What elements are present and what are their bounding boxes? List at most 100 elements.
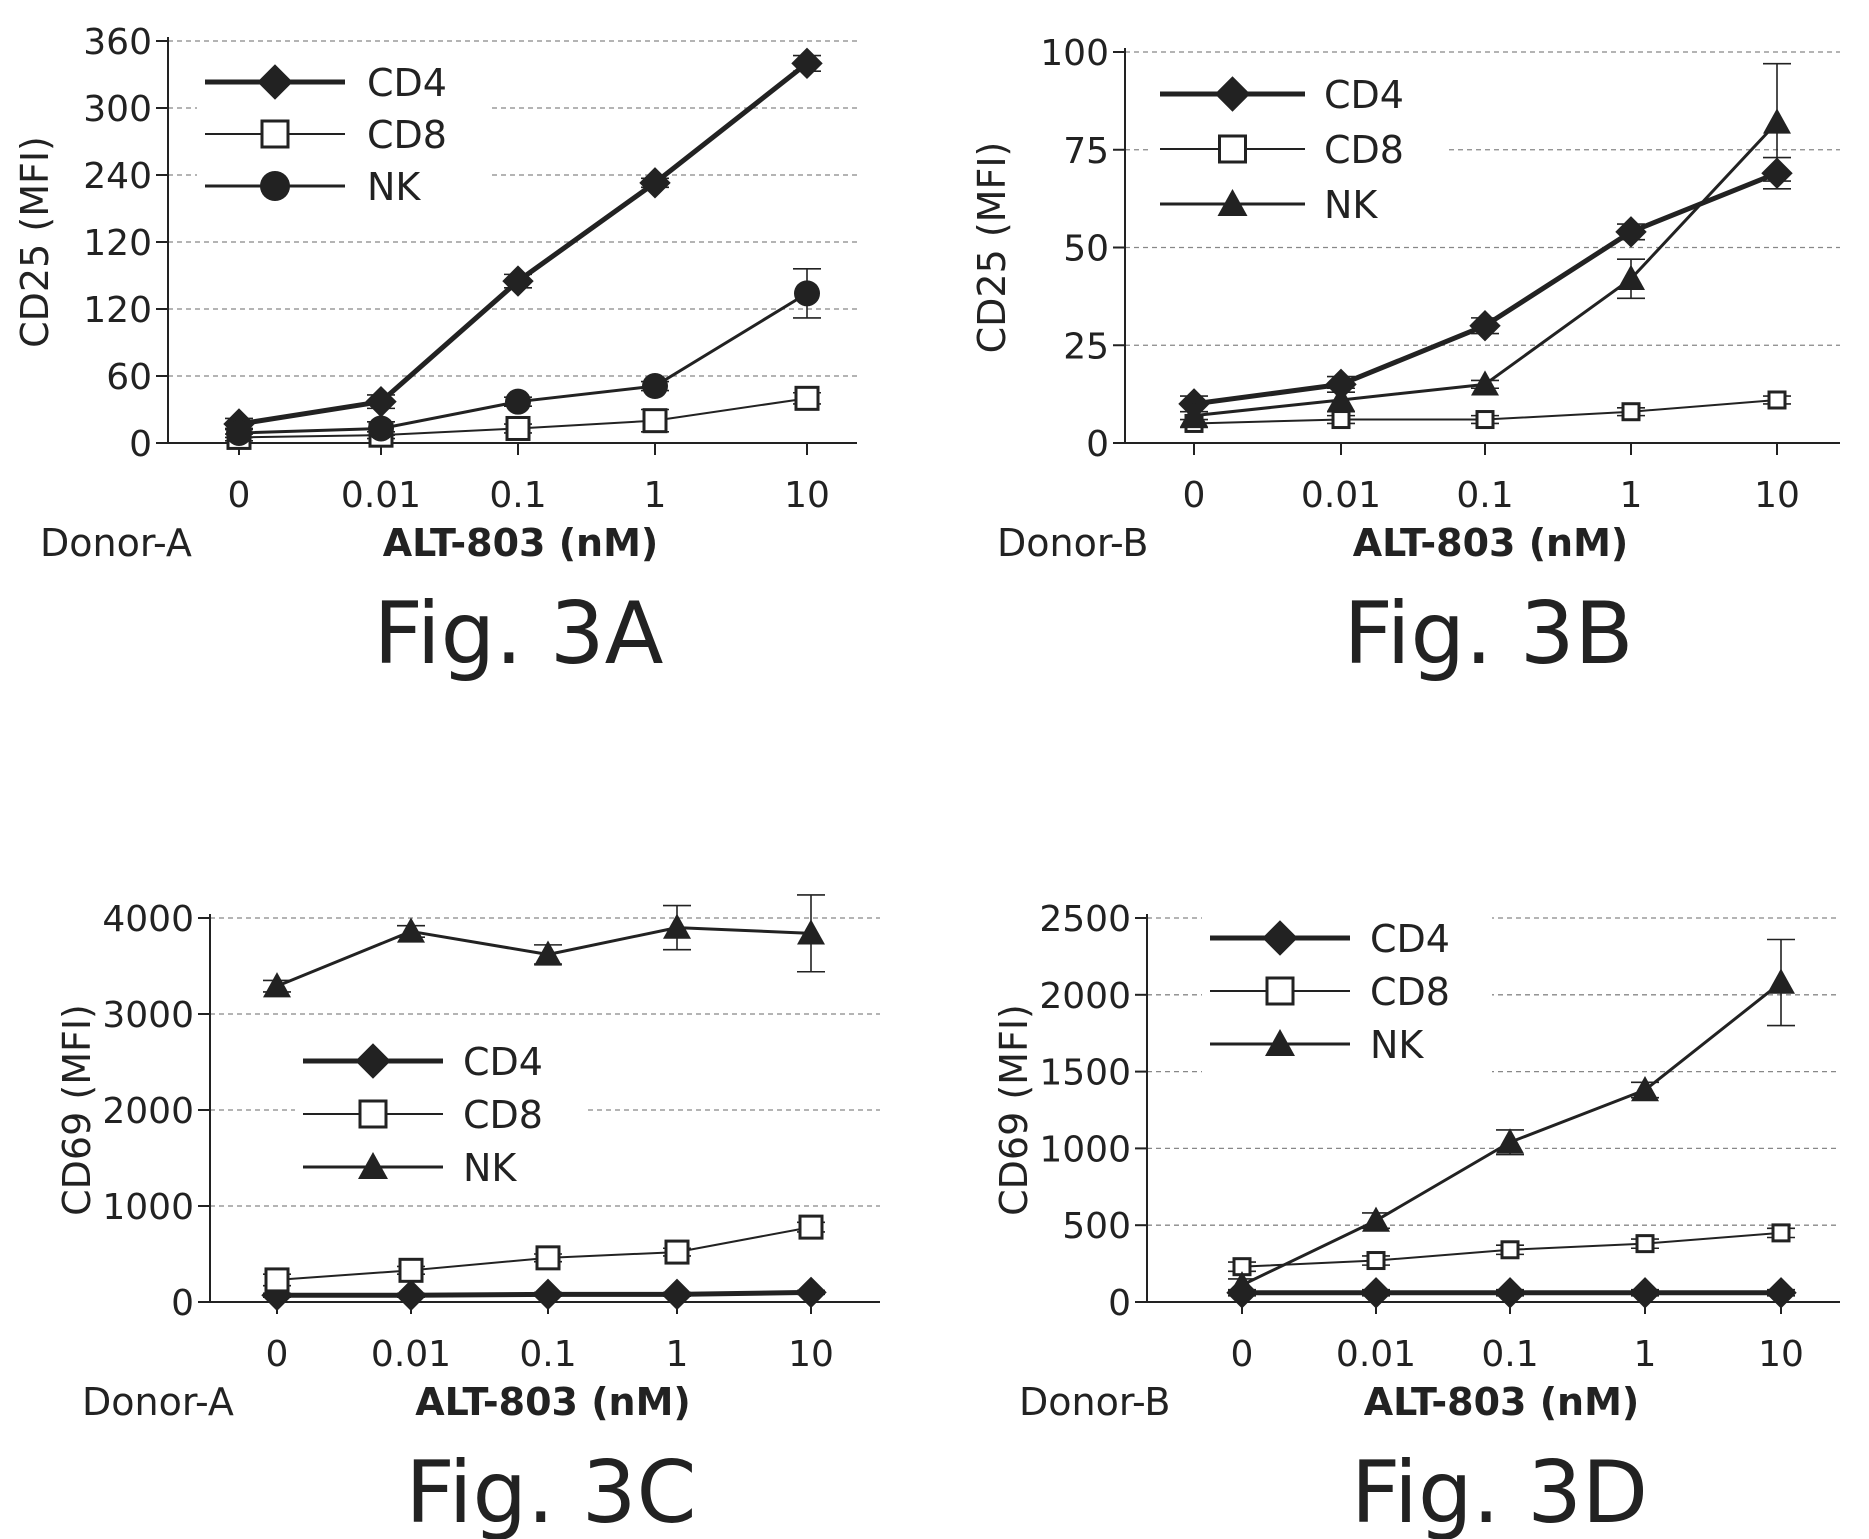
data-point	[1360, 1277, 1392, 1309]
y-tick-label: 300	[83, 89, 152, 130]
x-tick-label: 0.1	[1481, 1334, 1538, 1375]
legend-marker	[358, 1099, 388, 1129]
chart-panel-4: 0 500 1000 1500 2000 2500 0 0.01 0.1 1 10 CD69 (MFI…	[992, 899, 1840, 1539]
legend-label: CD4	[1370, 917, 1450, 961]
x-axis-title: ALT-803 (nM)	[415, 1380, 691, 1424]
x-tick-label: 0.01	[341, 475, 421, 516]
legend: CD4 CD8 NK	[197, 52, 489, 216]
legend-label: CD4	[1324, 73, 1404, 117]
data-point	[794, 385, 820, 411]
x-tick-label: 0.01	[1301, 475, 1381, 516]
data-point	[397, 917, 425, 943]
x-tick-label: 0	[1183, 475, 1206, 516]
y-axis-title: CD25 (MFI)	[970, 142, 1014, 354]
data-point	[1631, 1076, 1659, 1102]
data-point	[534, 940, 562, 966]
series-cd8	[1228, 1223, 1795, 1277]
y-tick-label: 3000	[102, 995, 194, 1036]
data-point	[1771, 1223, 1791, 1243]
series-cd8	[263, 1214, 825, 1293]
data-point	[368, 415, 394, 442]
y-tick-label: 100	[1040, 33, 1109, 74]
y-tick-label: 1000	[102, 1187, 194, 1228]
chart-panel-3: 0 1000 2000 3000 4000 0 0.01 0.1 1 10 CD69 (MFI) Do…	[55, 894, 880, 1539]
legend-marker	[1265, 976, 1295, 1006]
data-point	[226, 419, 252, 446]
x-axis-title: ALT-803 (nM)	[383, 521, 659, 565]
data-point	[795, 1276, 827, 1309]
legend-label: CD4	[367, 61, 447, 105]
y-tick-label: 2500	[1039, 899, 1131, 940]
legend-marker	[1262, 920, 1298, 956]
x-tick-label: 1	[644, 475, 667, 516]
data-point	[639, 167, 671, 199]
x-tick-label: 10	[788, 1334, 834, 1375]
data-point	[1617, 264, 1645, 290]
data-point	[1494, 1277, 1526, 1309]
legend: CD4 CD8 NK	[1152, 64, 1446, 234]
legend-marker	[355, 1043, 391, 1079]
y-tick-label: 75	[1063, 131, 1109, 172]
y-tick-label: 50	[1063, 229, 1109, 270]
data-point	[395, 1279, 427, 1311]
legend: CD4 CD8 NK	[295, 1031, 585, 1197]
data-point	[794, 280, 820, 307]
data-point	[398, 1257, 424, 1283]
legend-marker	[260, 171, 290, 201]
data-point	[1228, 1271, 1256, 1297]
y-tick-label: 0	[1086, 424, 1109, 465]
series-cd4	[1226, 1277, 1797, 1309]
data-point	[1615, 216, 1647, 248]
data-point	[1763, 108, 1791, 134]
data-point	[791, 47, 823, 80]
x-tick-label: 0.01	[1336, 1334, 1416, 1375]
series-cd4	[261, 1276, 827, 1311]
legend-marker	[257, 64, 293, 100]
data-point	[1496, 1128, 1524, 1154]
legend-marker	[1214, 76, 1251, 112]
data-point	[664, 1239, 690, 1265]
y-tick-label: 0	[1108, 1283, 1131, 1324]
y-tick-label: 240	[83, 156, 152, 197]
x-tick-label: 0	[266, 1334, 289, 1375]
data-point	[1331, 410, 1351, 430]
legend-label: CD4	[463, 1040, 543, 1084]
y-tick-label: 1500	[1039, 1053, 1131, 1094]
legend-marker	[1265, 1029, 1295, 1056]
x-tick-label: 1	[1634, 1334, 1657, 1375]
y-tick-label: 2000	[102, 1091, 194, 1132]
x-tick-label: 0.01	[371, 1334, 451, 1375]
data-point	[1180, 401, 1208, 427]
data-point	[661, 1278, 693, 1311]
legend-marker	[260, 119, 290, 149]
y-tick-label: 500	[1062, 1206, 1131, 1247]
data-point	[1765, 1277, 1797, 1309]
x-tick-label: 10	[1758, 1334, 1804, 1375]
series-nk	[263, 894, 825, 998]
chart-panel-1: 0 60 120 120 240 300 360 0 0.01 0.1 1 10 CD25 (MFI) D…	[13, 22, 857, 684]
legend-label: CD8	[1370, 970, 1450, 1014]
data-point	[798, 1214, 824, 1240]
chart-panel-2: 0 25 50 75 100 0 0.01 0.1 1 10 CD25 (MFI) Donor-B AL…	[970, 33, 1840, 684]
figure-label: Fig. 3D	[1351, 1443, 1648, 1539]
data-point	[1475, 410, 1495, 430]
legend-marker	[358, 1152, 388, 1179]
data-point	[1327, 385, 1355, 412]
legend-marker	[1218, 134, 1247, 164]
data-point	[1500, 1240, 1520, 1260]
data-point	[1767, 968, 1795, 994]
y-tick-label: 4000	[102, 899, 194, 940]
y-axis-title: CD25 (MFI)	[13, 136, 57, 348]
data-point	[1621, 402, 1641, 422]
y-tick-label: 60	[106, 357, 152, 398]
y-axis-title: CD69 (MFI)	[55, 1004, 99, 1216]
y-tick-label: 0	[129, 424, 152, 465]
x-tick-label: 0	[228, 475, 251, 516]
data-point	[797, 919, 825, 945]
figure-label: Fig. 3B	[1343, 584, 1633, 684]
donor-label: Donor-B	[1019, 1380, 1170, 1424]
x-tick-label: 0.1	[1456, 475, 1513, 516]
y-axis-title: CD69 (MFI)	[992, 1004, 1036, 1216]
y-tick-label: 2000	[1039, 976, 1131, 1017]
